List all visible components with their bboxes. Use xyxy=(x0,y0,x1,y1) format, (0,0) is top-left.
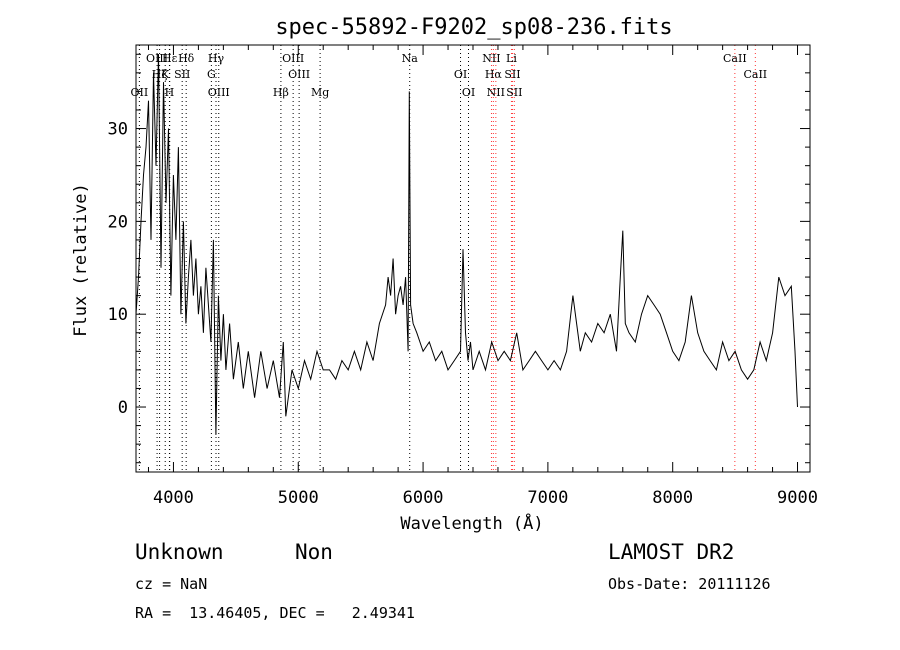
spectral-line-label: Na xyxy=(402,52,419,65)
x-tick-label: 4000 xyxy=(153,488,194,508)
spectral-line-labels: HεHζOIIOIIIKHHδSIIOIIIHγGHβOIIIOIIIMgNaO… xyxy=(131,52,768,99)
spectral-line-label: Hζ xyxy=(152,68,168,81)
y-tick-label: 30 xyxy=(108,120,128,140)
coordinates-readout: RA = 13.46405, DEC = 2.49341 xyxy=(135,604,415,622)
spectral-line-label: Hγ xyxy=(208,52,225,65)
survey-name: LAMOST DR2 xyxy=(608,540,735,564)
spectral-line-label: OI xyxy=(454,68,467,81)
x-axis-label: Wavelength (Å) xyxy=(400,512,543,534)
spectral-line-label: OII xyxy=(131,86,149,99)
x-axis: 4000 5000 6000 7000 8000 9000 xyxy=(147,45,818,508)
spectral-line-label: SII xyxy=(174,68,190,81)
x-tick-label: 7000 xyxy=(527,488,568,508)
spectral-line-label: NII xyxy=(487,86,505,99)
spectral-line-label: H xyxy=(165,86,175,99)
spectral-line-label: Li xyxy=(506,52,517,65)
spectral-line-label: Hε xyxy=(162,52,178,65)
spectral-line-label: Hα xyxy=(485,68,503,81)
x-tick-label: 6000 xyxy=(403,488,444,508)
y-axis-label: Flux (relative) xyxy=(71,183,91,337)
spectral-line-label: CaII xyxy=(743,68,767,81)
spectral-line-label: G xyxy=(207,68,216,81)
y-tick-label: 20 xyxy=(108,212,128,232)
spectral-line-label: OIII xyxy=(288,68,310,81)
chart-title: spec-55892-F9202_sp08-236.fits xyxy=(275,15,672,40)
y-tick-label: 10 xyxy=(108,305,128,325)
spectral-line-label: SII xyxy=(504,68,520,81)
spectral-line-label: SII xyxy=(506,86,522,99)
spectral-line-label: CaII xyxy=(723,52,747,65)
object-subclass: Non xyxy=(295,540,333,564)
spectral-line-label: Mg xyxy=(311,86,329,99)
plot-frame xyxy=(135,44,811,473)
spectral-line-label: OIII xyxy=(282,52,304,65)
spectral-line-label: OIII xyxy=(208,86,230,99)
spectral-line-label: OIII xyxy=(146,52,168,65)
spectral-line-label: OI xyxy=(462,86,475,99)
spectral-line-label: Hδ xyxy=(178,52,195,65)
x-tick-label: 9000 xyxy=(777,488,818,508)
spectral-line-label: Hβ xyxy=(273,86,289,99)
y-tick-label: 0 xyxy=(118,398,128,418)
object-class: Unknown xyxy=(135,540,224,564)
spectral-line-markers xyxy=(138,45,756,472)
spectrum-line xyxy=(135,54,798,435)
spectral-line-label: NII xyxy=(482,52,500,65)
redshift-readout: cz = NaN xyxy=(135,575,208,593)
obs-date: Obs-Date: 20111126 xyxy=(608,575,771,593)
x-tick-label: 8000 xyxy=(652,488,693,508)
y-axis: 0 10 20 30 xyxy=(108,53,810,464)
x-tick-label: 5000 xyxy=(278,488,319,508)
spectral-line-label: K xyxy=(161,68,170,81)
